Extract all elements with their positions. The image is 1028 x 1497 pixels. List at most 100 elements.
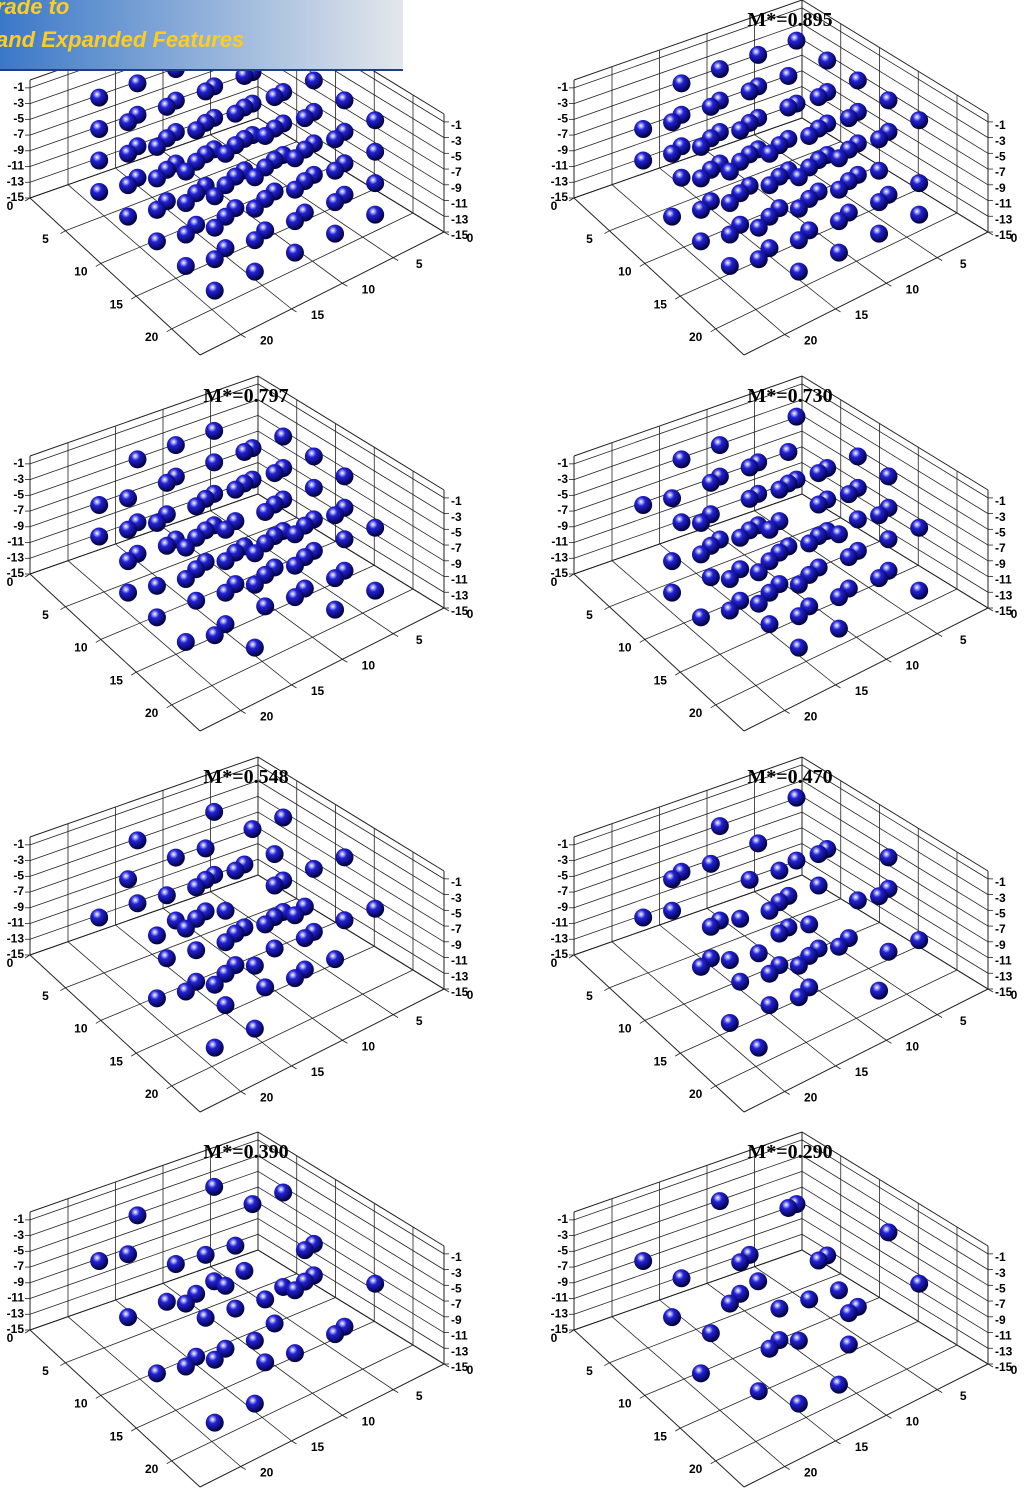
sphere: [701, 97, 720, 116]
sphere: [787, 407, 806, 426]
sphere: [176, 632, 195, 651]
z-tick-label: -11: [551, 159, 568, 173]
tick-mark: [604, 987, 610, 992]
z-tick-label: -7: [557, 1259, 568, 1273]
panel: -1-1-3-3-5-5-7-7-9-9-11-11-13-13-15-1505…: [551, 0, 1018, 356]
y-tick-label: 20: [260, 710, 274, 724]
y-tick-label: 15: [311, 684, 325, 698]
x-tick-label: 5: [586, 608, 593, 622]
x-tick-label: 0: [7, 575, 14, 589]
grid-line: [573, 430, 803, 512]
tick-mark: [342, 1414, 348, 1419]
tick-mark: [443, 607, 450, 612]
sphere: [216, 1339, 235, 1358]
sphere: [235, 442, 254, 461]
z-tick-label: -15: [995, 604, 1013, 618]
x-tick-label: 15: [654, 1054, 668, 1068]
grid-line: [573, 1218, 803, 1299]
tick-mark: [987, 231, 994, 236]
sphere: [147, 1364, 166, 1383]
grid-line: [754, 1266, 938, 1390]
sphere: [720, 225, 739, 244]
sphere: [839, 485, 858, 504]
x-tick-label: 15: [654, 1429, 668, 1443]
sphere: [147, 513, 166, 532]
sphere: [760, 239, 779, 258]
tick-mark: [675, 295, 681, 300]
tick-mark: [392, 257, 399, 261]
y-tick-label: 10: [362, 1414, 376, 1428]
z-tick-label: -7: [451, 922, 462, 936]
tick-mark: [342, 282, 348, 287]
sphere: [176, 162, 195, 181]
sphere: [119, 207, 138, 226]
sphere: [809, 845, 828, 864]
sphere: [634, 1252, 653, 1271]
sphere: [128, 1206, 147, 1225]
sphere: [335, 848, 354, 867]
axis-frame: [29, 1329, 201, 1488]
sphere: [216, 552, 235, 571]
z-tick-label: -1: [451, 1250, 462, 1264]
z-tick-label: -1: [13, 80, 24, 94]
y-tick-label: 5: [960, 633, 967, 647]
sphere: [274, 1183, 293, 1202]
sphere: [245, 575, 264, 594]
sphere: [800, 534, 819, 553]
sphere: [779, 442, 798, 461]
sphere: [809, 1251, 828, 1270]
z-tick-label: -3: [557, 472, 568, 486]
tick-mark: [936, 633, 943, 637]
sphere: [295, 1241, 314, 1260]
sphere: [256, 915, 275, 934]
grid-line: [659, 924, 836, 1067]
grid-line: [257, 1155, 445, 1270]
sphere: [256, 597, 275, 616]
tick-mark: [443, 988, 450, 993]
tick-mark: [639, 1395, 646, 1399]
sphere: [731, 528, 750, 547]
chart-title: M*=0.548: [203, 766, 288, 788]
tick-mark: [886, 1039, 892, 1044]
sphere: [176, 538, 195, 557]
tick-mark: [835, 1065, 841, 1070]
sphere: [691, 1364, 710, 1383]
sphere: [285, 969, 304, 988]
sphere: [216, 901, 235, 920]
sphere: [265, 876, 284, 895]
axis-frame: [573, 954, 745, 1113]
tick-mark: [675, 1052, 681, 1057]
z-tick-label: -1: [995, 1250, 1006, 1264]
sphere: [196, 82, 215, 101]
z-tick-label: -7: [451, 165, 462, 179]
axis-frame: [743, 607, 989, 732]
z-tick-label: -5: [557, 869, 568, 883]
y-tick-label: 0: [467, 231, 474, 245]
tick-mark: [342, 1039, 348, 1044]
tick-mark: [835, 308, 841, 313]
z-tick-label: -13: [995, 969, 1013, 983]
sphere: [119, 870, 138, 889]
z-tick-label: -9: [13, 1275, 24, 1289]
grid-line: [210, 1266, 394, 1390]
sphere: [663, 144, 682, 163]
z-tick-label: -11: [7, 916, 24, 930]
sphere: [879, 91, 898, 110]
sphere: [848, 447, 867, 466]
sphere: [245, 956, 264, 975]
sphere: [216, 583, 235, 602]
sphere: [326, 569, 345, 588]
sphere: [147, 169, 166, 188]
y-tick-label: 15: [855, 684, 869, 698]
sphere: [749, 218, 768, 237]
tick-mark: [604, 1362, 610, 1367]
sphere: [760, 552, 779, 571]
tick-mark: [639, 1020, 646, 1024]
grid-line: [115, 1299, 292, 1442]
x-tick-label: 10: [618, 1397, 632, 1411]
sphere: [829, 588, 848, 607]
grid-line: [754, 891, 938, 1015]
z-tick-label: -5: [451, 526, 462, 540]
sphere: [187, 497, 206, 516]
panel: -1-1-3-3-5-5-7-7-9-9-11-11-13-13-15-1505…: [551, 756, 1018, 1113]
